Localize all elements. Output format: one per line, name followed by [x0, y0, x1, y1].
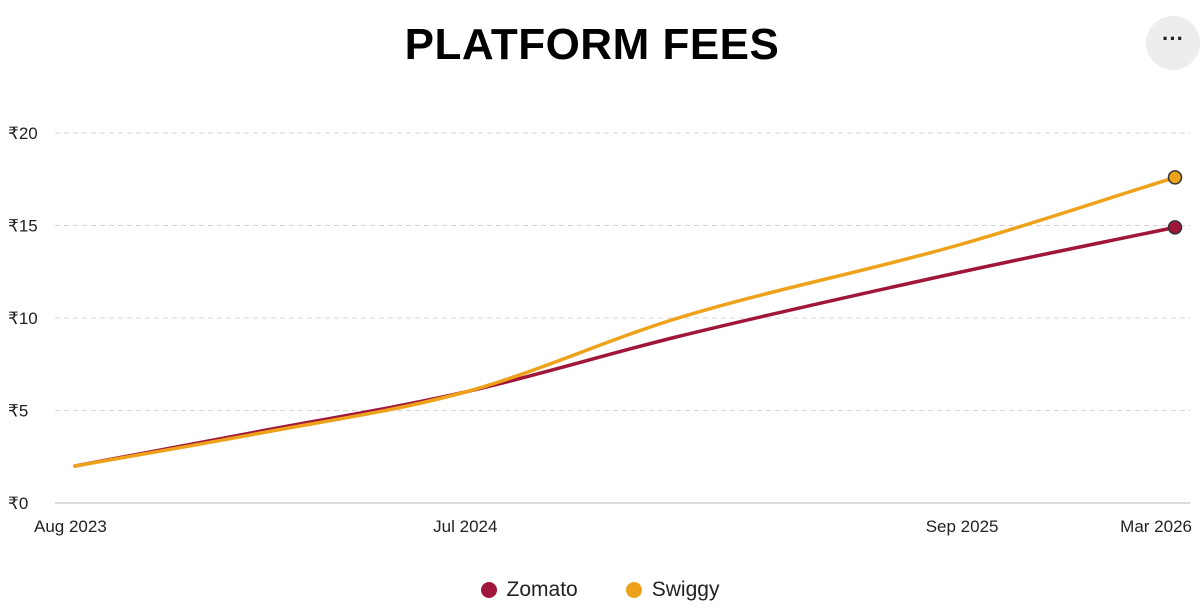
y-axis-ticks: ₹0 ₹5 ₹10 ₹15 ₹20	[8, 124, 38, 513]
x-tick-label: Jul 2024	[433, 517, 497, 536]
y-tick-label: ₹10	[8, 309, 38, 328]
y-tick-label: ₹15	[8, 217, 38, 236]
x-tick-label: Aug 2023	[34, 517, 107, 536]
legend-label-zomato: Zomato	[506, 578, 578, 601]
x-tick-label: Sep 2025	[926, 517, 999, 536]
legend-item-zomato[interactable]: Zomato	[480, 578, 578, 602]
y-tick-label: ₹5	[8, 402, 28, 421]
grid-lines	[55, 132, 1190, 504]
more-options-button[interactable]: ···	[1146, 16, 1200, 70]
legend-swatch-zomato	[480, 582, 497, 598]
y-tick-label: ₹0	[8, 494, 28, 513]
legend-swatch-swiggy	[625, 582, 642, 598]
series-lines	[73, 170, 1183, 468]
end-marker-zomato[interactable]	[1167, 220, 1183, 235]
x-tick-label: Mar 2026	[1120, 517, 1192, 536]
more-horizontal-icon: ···	[1162, 26, 1184, 51]
y-tick-label: ₹20	[8, 124, 38, 143]
x-axis-ticks: Aug 2023 Jul 2024 Sep 2025 Mar 2026	[34, 517, 1192, 536]
series-line-zomato	[73, 225, 1177, 468]
legend: Zomato Swiggy	[0, 578, 1200, 602]
legend-item-swiggy[interactable]: Swiggy	[625, 578, 720, 602]
chart-title: PLATFORM FEES	[404, 20, 780, 69]
series-line-swiggy	[73, 175, 1177, 468]
end-marker-swiggy[interactable]	[1167, 170, 1183, 185]
legend-label-swiggy: Swiggy	[651, 578, 720, 601]
